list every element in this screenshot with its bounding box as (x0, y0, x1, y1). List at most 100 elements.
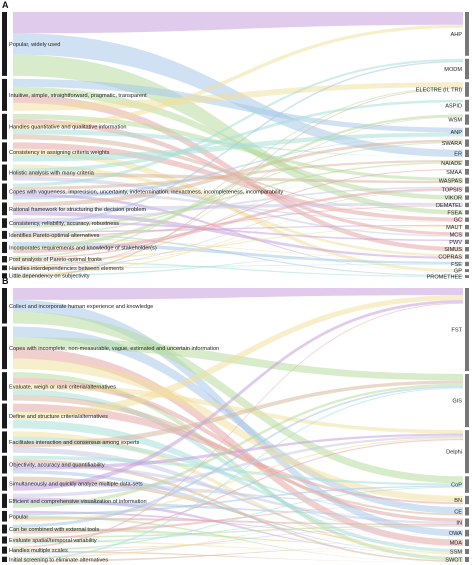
left-node-bar (2, 455, 7, 474)
left-node-label: Can be combined with external tools (9, 527, 99, 533)
left-node-bar (2, 265, 7, 271)
left-node-label: Rational framework for structuring the d… (9, 207, 146, 213)
flow-link (13, 132, 463, 162)
left-node-bar (2, 241, 7, 254)
right-node-label: ASPID (445, 104, 462, 110)
flow-link (13, 251, 463, 277)
left-node-bar (2, 288, 7, 324)
left-node-label: Efficient and comprehensive visualizatio… (9, 499, 147, 505)
right-node-bar (465, 195, 469, 200)
right-node-bar (465, 224, 469, 230)
flow-link (13, 403, 463, 505)
left-node-bar (2, 493, 7, 508)
flow-link (13, 214, 463, 268)
flow-link (13, 500, 463, 516)
right-node-label: OWA (449, 531, 462, 537)
flow-link (13, 99, 463, 173)
left-node-bar (2, 326, 7, 370)
right-node-bar (465, 168, 469, 175)
right-node-label: WASPAS (439, 179, 463, 185)
flow-link (13, 78, 463, 133)
flow-link (13, 525, 463, 539)
right-node-bar (465, 232, 469, 237)
right-node-bar (465, 495, 469, 505)
flow-link (13, 172, 463, 184)
flow-link (13, 383, 463, 508)
right-node-bar (465, 261, 469, 267)
panel-a: A Popular, widely used Intuitive, simple, … (2, 0, 469, 281)
left-node-bar (2, 556, 7, 562)
left-node-bar (2, 273, 7, 278)
right-node-label: PROMETHEE (427, 275, 463, 281)
left-node-label: Incorporates requirements and knowledge … (9, 245, 157, 251)
left-node-label: Copes with incomplete, non-measurable, v… (9, 346, 219, 352)
right-node-label: SIMUS (444, 247, 462, 253)
flow-link (13, 437, 463, 522)
flow-link (13, 116, 463, 270)
right-node-bar (465, 549, 469, 555)
flow-link (13, 211, 463, 259)
left-node-bar (2, 256, 7, 263)
left-node-label: Objectivity, accuracy and quantifiabilit… (9, 463, 105, 469)
flow-link (13, 224, 463, 233)
flow-link (13, 186, 463, 221)
left-node-bar (2, 524, 7, 534)
flow-link (13, 24, 463, 130)
left-node-label: Evaluate spatial/temporal variability (9, 538, 97, 544)
flow-link (13, 87, 463, 279)
left-node-bar (2, 476, 7, 491)
flow-link (13, 142, 463, 236)
right-node-label: GP (454, 269, 462, 275)
flow-link (13, 114, 463, 250)
right-node-bar (465, 373, 469, 428)
left-node-bar (2, 183, 7, 200)
flow-link (13, 383, 463, 434)
right-node-bar (465, 247, 469, 252)
left-node-bar (2, 78, 7, 111)
flow-link (13, 377, 463, 522)
left-node-label: Consistency in assigning criteria weight… (9, 150, 110, 156)
right-node-label: FSEA (447, 210, 462, 216)
right-node-bar (465, 114, 469, 125)
right-node-bar (465, 186, 469, 193)
right-node-bar (465, 529, 469, 537)
right-node-label: ELECTRE (II, TRI) (416, 88, 462, 94)
flow-link (13, 264, 463, 269)
right-node-bar (465, 127, 469, 137)
right-node-label: MCS (450, 232, 463, 238)
right-node-bar (465, 288, 469, 371)
left-node-label: Identifies Pareto-optimal alternatives (9, 233, 100, 239)
flow-link (13, 497, 463, 555)
right-node-label: Delphi (446, 450, 462, 456)
left-node-bar (2, 142, 7, 162)
flow-link (13, 326, 463, 514)
flows (13, 288, 463, 562)
left-node-label: Intuitive, simple, straightforward, prag… (9, 93, 147, 99)
flow-link (13, 435, 463, 498)
right-node-bar (465, 217, 469, 222)
right-node-bar (465, 518, 469, 527)
right-node-label: GC (454, 218, 462, 224)
left-node-bar (2, 164, 7, 181)
left-node-label: Consistency, reliability, accuracy, robu… (9, 221, 119, 227)
left-node-bar (2, 403, 7, 429)
right-node-label: COPRAS (438, 255, 462, 261)
right-node-bar (465, 149, 469, 158)
left-node-bar (2, 510, 7, 522)
left-node-bar (2, 546, 7, 554)
panel-b: B Collect and incorporate human experienc… (2, 276, 469, 564)
flow-link (13, 12, 463, 34)
flow-link (13, 536, 463, 550)
flow-link (13, 387, 463, 561)
flow-link (13, 510, 463, 537)
flow-link (13, 60, 463, 226)
flow-link (13, 225, 463, 261)
flow-link (13, 311, 463, 484)
flow-link (13, 540, 463, 555)
right-node-label: AHP (450, 32, 462, 38)
right-node-label: ER (454, 151, 462, 157)
flow-link (13, 220, 463, 242)
right-node-bar (465, 160, 469, 166)
flow-link (13, 300, 463, 491)
